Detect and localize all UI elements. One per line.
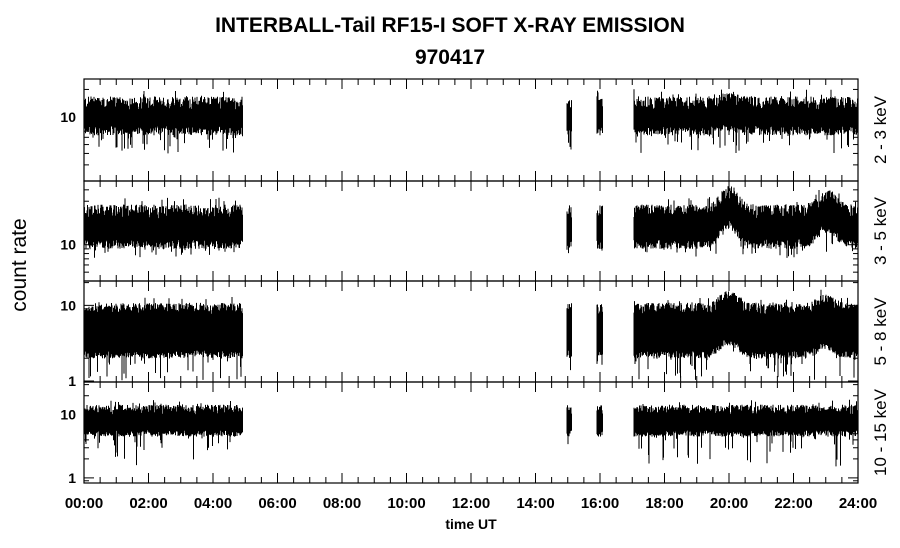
- y-tick-label: 1: [68, 373, 76, 389]
- trace-segment: [633, 186, 859, 258]
- panel-energy-label: 3 - 5 keV: [871, 196, 890, 265]
- x-axis-label: time UT: [445, 516, 497, 532]
- trace-segment: [633, 289, 859, 380]
- trace-segment: [83, 197, 243, 258]
- x-tick-label: 10:00: [387, 495, 425, 512]
- chart-title: INTERBALL-Tail RF15-I SOFT X-RAY EMISSIO…: [215, 14, 685, 37]
- y-tick-label: 1: [68, 470, 76, 486]
- y-tick-label: 10: [60, 237, 76, 253]
- x-tick-label: 12:00: [452, 495, 490, 512]
- trace-segment: [596, 405, 603, 437]
- trace-segment: [596, 205, 603, 251]
- x-tick-label: 14:00: [516, 495, 554, 512]
- trace-segment: [83, 91, 243, 154]
- x-tick-label: 06:00: [258, 495, 296, 512]
- trace-segment: [566, 100, 572, 150]
- x-tick-label: 20:00: [710, 495, 748, 512]
- x-tick-label: 18:00: [645, 495, 683, 512]
- y-tick-label: 10: [60, 297, 76, 313]
- panel-energy-label: 10 - 15 keV: [871, 388, 890, 476]
- x-tick-label: 24:00: [839, 495, 877, 512]
- panel-energy-label: 2 - 3 keV: [871, 95, 890, 164]
- x-tick-label: 02:00: [129, 495, 167, 512]
- x-tick-label: 08:00: [323, 495, 361, 512]
- trace-segment: [596, 90, 603, 136]
- trace-segment: [596, 304, 603, 365]
- y-tick-label: 10: [60, 407, 76, 423]
- x-tick-label: 04:00: [194, 495, 232, 512]
- trace-segment: [633, 399, 859, 467]
- x-tick-label: 22:00: [774, 495, 812, 512]
- trace-segment: [633, 89, 859, 153]
- chart-subtitle: 970417: [414, 46, 486, 69]
- trace-segment: [566, 205, 572, 254]
- trace-segment: [566, 405, 572, 445]
- panel-frame: [83, 78, 859, 182]
- x-tick-label: 16:00: [581, 495, 619, 512]
- trace-segment: [83, 400, 243, 466]
- y-tick-label: 10: [60, 109, 76, 125]
- panel-energy-label: 5 - 8 keV: [871, 297, 890, 366]
- trace-segment: [566, 303, 572, 371]
- trace-segment: [83, 297, 243, 381]
- x-tick-label: 00:00: [65, 495, 103, 512]
- y-axis-label: count rate: [8, 218, 31, 311]
